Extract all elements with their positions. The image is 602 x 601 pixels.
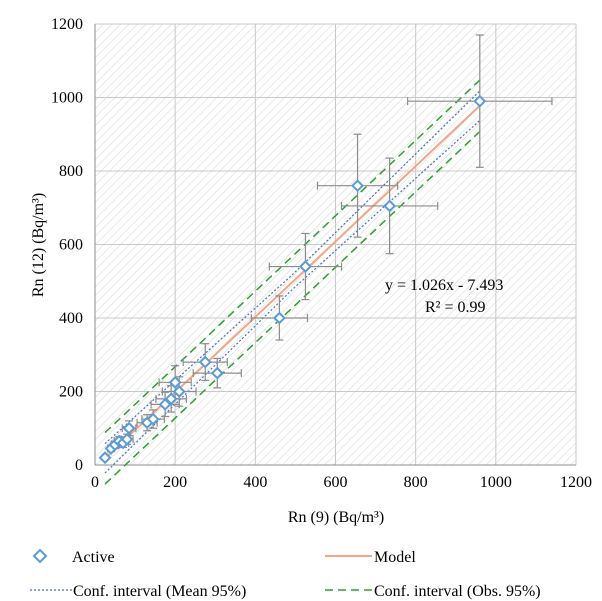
gridlines xyxy=(95,23,577,465)
data-point xyxy=(172,385,186,398)
data-point xyxy=(272,311,286,325)
x-axis-title: Rn (9) (Bq/m³) xyxy=(288,509,384,526)
legend-active-marker xyxy=(32,548,48,564)
data-point xyxy=(122,421,136,435)
mean-ci-line xyxy=(104,90,481,445)
data-point xyxy=(210,366,224,380)
y-tick-label: 200 xyxy=(59,384,83,401)
data-point xyxy=(383,199,397,213)
data-point xyxy=(164,392,178,406)
data-point xyxy=(146,412,160,426)
tick-labels: 0 200 400 600 800 1000 1200 0 200 400 600 800 1000 12… xyxy=(51,16,592,491)
data-points xyxy=(98,94,487,465)
legend-model-label: Model xyxy=(374,549,416,566)
data-point xyxy=(158,397,172,411)
data-point xyxy=(473,94,487,108)
axes xyxy=(94,24,576,466)
obs-ci-line xyxy=(104,130,481,485)
legend-active-label: Active xyxy=(72,549,115,566)
equation-label: y = 1.026x - 7.493 xyxy=(385,277,503,294)
x-tick-label: 400 xyxy=(243,474,267,491)
legend-mean-ci-label: Conf. interval (Mean 95%) xyxy=(73,583,246,600)
data-point xyxy=(98,451,112,465)
legend-obs-ci-label: Conf. interval (Obs. 95%) xyxy=(374,583,541,600)
legend: Active Model Conf. interval (Mean 95%) C… xyxy=(30,548,541,600)
x-tick-label: 1200 xyxy=(560,474,592,491)
y-axis-title: Rn (12) (Bq/m³) xyxy=(30,193,47,297)
data-point xyxy=(299,260,312,273)
x-tick-label: 200 xyxy=(163,474,187,491)
data-point xyxy=(168,375,182,389)
y-tick-label: 600 xyxy=(59,237,83,254)
y-tick-label: 0 xyxy=(75,457,83,474)
x-tick-label: 600 xyxy=(324,474,348,491)
x-tick-label: 0 xyxy=(91,474,99,491)
data-point xyxy=(120,432,134,446)
x-tick-label: 800 xyxy=(404,474,428,491)
x-tick-label: 1000 xyxy=(480,474,512,491)
data-point xyxy=(351,179,364,193)
y-tick-label: 1000 xyxy=(51,90,83,107)
obs-ci-line xyxy=(104,79,481,434)
y-tick-label: 400 xyxy=(59,310,83,327)
r-squared-label: R² = 0.99 xyxy=(425,299,486,316)
confidence-intervals xyxy=(104,79,481,485)
data-point xyxy=(198,355,212,369)
y-tick-label: 800 xyxy=(59,163,83,180)
y-tick-label: 1200 xyxy=(51,16,83,33)
